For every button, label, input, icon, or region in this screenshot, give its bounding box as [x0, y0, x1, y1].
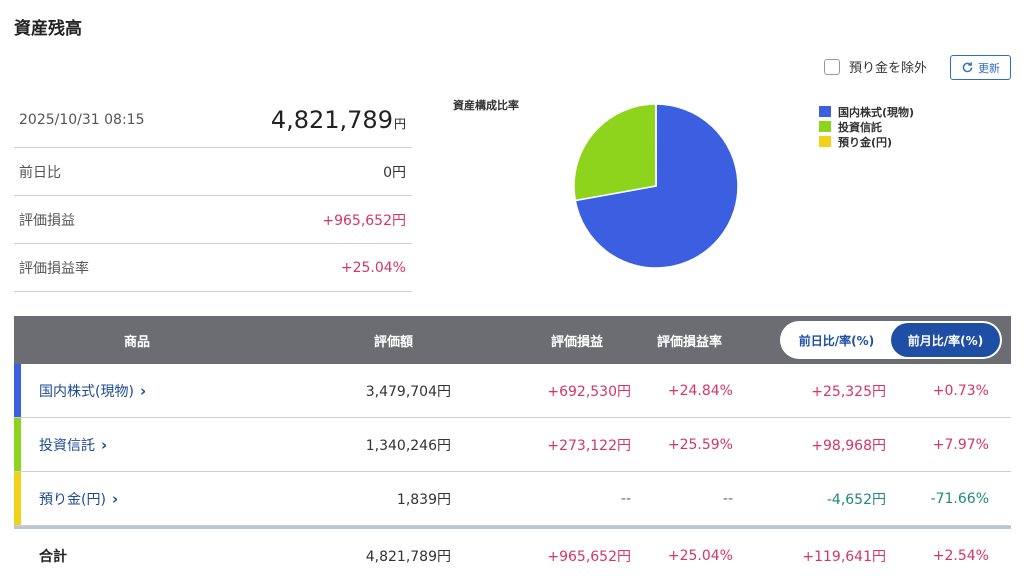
row-value: 1,839円 [396, 491, 451, 508]
total-name: 合計 [39, 548, 67, 565]
period-toggle: 前日比/率(%) 前月比/率(%) [780, 321, 1002, 359]
pie-slice-1 [573, 103, 657, 202]
balance-summary: 2025/10/31 08:15 4,821,789円 前日比 0円 評価損益 … [14, 92, 412, 292]
row-name-link[interactable]: 投資信託 › [39, 418, 107, 471]
asset-allocation-pie-chart [573, 103, 739, 269]
toggle-month-change[interactable]: 前月比/率(%) [891, 323, 1000, 357]
table-row: 投資信託 › 1,340,246円 +273,122円 +25.59% +98,… [14, 418, 1011, 472]
summary-value: +965,652円 [322, 212, 406, 229]
header-product: 商品 [124, 334, 151, 350]
legend-swatch [819, 106, 831, 117]
row-diff-rate: +7.97% [932, 436, 989, 453]
legend-swatch [819, 121, 831, 132]
row-pl: +273,122円 [547, 437, 631, 454]
refresh-icon [962, 62, 973, 73]
pie-legend: 国内株式(現物) 投資信託 預り金(円) [819, 104, 914, 149]
row-value: 1,340,246円 [365, 437, 451, 454]
holdings-table: 商品 評価額 評価損益 評価損益率 前日比/率(%) 前月比/率(%) 国内株式… [14, 316, 1011, 576]
legend-item: 国内株式(現物) [819, 104, 914, 119]
summary-row-day-change: 前日比 0円 [14, 148, 412, 196]
summary-row-pl: 評価損益 +965,652円 [14, 196, 412, 244]
total-diff: +119,641円 [802, 548, 886, 565]
legend-item: 投資信託 [819, 119, 914, 134]
summary-label: 評価損益率 [19, 260, 89, 277]
chevron-right-icon: › [111, 489, 119, 508]
total-pl-rate: +25.04% [667, 547, 733, 564]
row-value: 3,479,704円 [365, 383, 451, 400]
row-diff-rate: -71.66% [930, 490, 989, 507]
pie-chart-title: 資産構成比率 [453, 99, 519, 112]
page-title: 資産残高 [14, 19, 82, 39]
summary-total-row: 2025/10/31 08:15 4,821,789円 [14, 92, 412, 148]
row-color-bar [14, 364, 21, 417]
row-pl: +692,530円 [547, 383, 631, 400]
row-diff: -4,652円 [826, 491, 886, 508]
header-pl: 評価損益 [551, 334, 604, 350]
exclude-deposit-label: 預り金を除外 [849, 61, 928, 76]
legend-item: 預り金(円) [819, 134, 914, 149]
legend-label: 国内株式(現物) [838, 105, 915, 119]
table-row: 国内株式(現物) › 3,479,704円 +692,530円 +24.84% … [14, 364, 1011, 418]
row-name: 投資信託 [39, 437, 95, 454]
total-value-cell: 4,821,789円 [365, 548, 451, 565]
row-diff: +98,968円 [811, 437, 886, 454]
refresh-label: 更新 [978, 61, 1000, 75]
row-name: 預り金(円) [39, 491, 106, 508]
row-pl-rate: +25.59% [667, 436, 733, 453]
exclude-deposit-checkbox[interactable]: 預り金を除外 [824, 57, 927, 76]
legend-label: 投資信託 [838, 120, 882, 134]
summary-value: 0円 [383, 164, 406, 181]
row-pl-rate: -- [722, 490, 733, 507]
total-pl: +965,652円 [547, 548, 631, 565]
summary-label: 評価損益 [19, 212, 75, 229]
row-name: 国内株式(現物) [39, 383, 134, 400]
row-diff-rate: +0.73% [932, 382, 989, 399]
toggle-day-change[interactable]: 前日比/率(%) [782, 323, 891, 357]
row-pl-rate: +24.84% [667, 382, 733, 399]
summary-datetime: 2025/10/31 08:15 [19, 111, 145, 128]
checkbox-box[interactable] [824, 58, 840, 75]
total-diff-rate: +2.54% [932, 547, 989, 564]
row-color-bar [14, 472, 21, 525]
legend-label: 預り金(円) [838, 135, 893, 149]
table-row: 預り金(円) › 1,839円 -- -- -4,652円 -71.66% [14, 472, 1011, 526]
header-pl-rate: 評価損益率 [657, 334, 723, 350]
table-header: 商品 評価額 評価損益 評価損益率 前日比/率(%) 前月比/率(%) [14, 316, 1011, 364]
chevron-right-icon: › [139, 381, 147, 400]
row-name-link[interactable]: 国内株式(現物) › [39, 364, 146, 417]
table-total-row: 合計 4,821,789円 +965,652円 +25.04% +119,641… [14, 526, 1011, 576]
header-value: 評価額 [374, 334, 414, 350]
summary-label: 前日比 [19, 164, 61, 181]
total-value: 4,821,789 [270, 105, 393, 134]
summary-row-pl-rate: 評価損益率 +25.04% [14, 244, 412, 292]
row-pl: -- [620, 490, 631, 507]
summary-total: 4,821,789円 [271, 106, 406, 134]
row-color-bar [14, 418, 21, 471]
chevron-right-icon: › [101, 435, 108, 454]
row-name-link[interactable]: 預り金(円) › [39, 472, 118, 525]
summary-value: +25.04% [340, 259, 406, 276]
total-unit: 円 [393, 116, 406, 131]
row-diff: +25,325円 [811, 383, 886, 400]
legend-swatch [819, 136, 831, 147]
refresh-button[interactable]: 更新 [950, 55, 1011, 80]
